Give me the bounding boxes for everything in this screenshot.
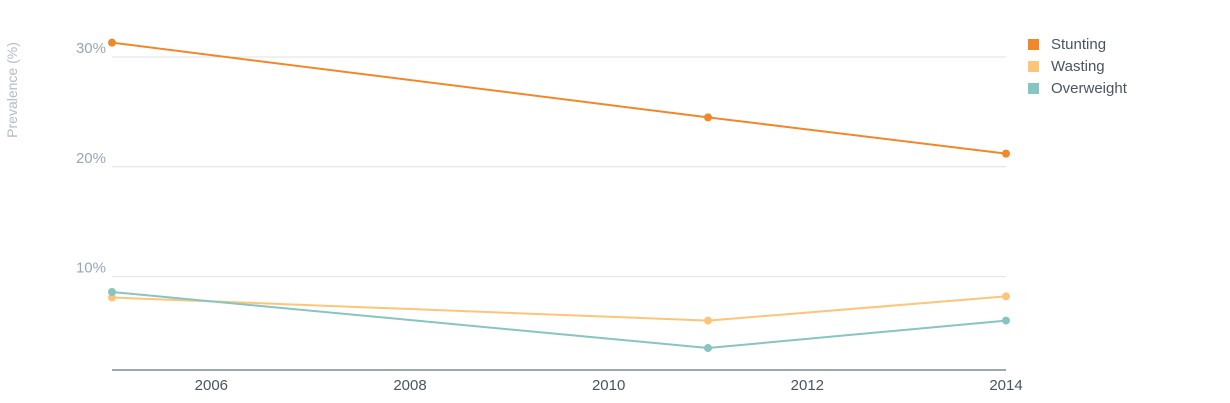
y-axis-ticks: 10% 20% 30% [76, 40, 106, 277]
legend-swatch-wasting [1028, 60, 1039, 72]
data-point-stunting [1002, 149, 1010, 158]
y-tick-label: 30% [76, 40, 106, 57]
legend-label-stunting: Stunting [1051, 35, 1107, 53]
legend-label-wasting: Wasting [1051, 57, 1105, 75]
x-tick-label: 2008 [393, 377, 426, 394]
series-lines [108, 38, 1010, 353]
data-point-overweight [704, 344, 712, 353]
legend-swatch-overweight [1028, 82, 1039, 94]
legend-item-overweight: Overweight [1028, 77, 1127, 99]
data-point-wasting [704, 316, 712, 325]
data-point-overweight [108, 288, 116, 297]
legend-item-stunting: Stunting [1028, 33, 1127, 55]
series-line-wasting [111, 295, 1007, 322]
legend-swatch-stunting [1028, 38, 1039, 50]
x-tick-label: 2012 [791, 377, 824, 394]
series-line-overweight [111, 291, 1007, 350]
data-point-wasting [108, 293, 116, 302]
data-point-stunting [704, 113, 712, 122]
x-tick-label: 2006 [195, 377, 228, 394]
x-tick-label: 2010 [592, 377, 625, 394]
x-axis-ticks: 2006 2008 2010 2012 2014 [195, 377, 1023, 394]
data-point-overweight [1002, 316, 1010, 325]
series-line-stunting [111, 41, 1007, 155]
legend-label-overweight: Overweight [1051, 79, 1127, 97]
y-tick-label: 20% [76, 150, 106, 167]
data-point-wasting [1002, 292, 1010, 301]
y-tick-label: 10% [76, 260, 106, 277]
y-axis-label: Prevalence (%) [4, 42, 20, 138]
legend-item-wasting: Wasting [1028, 55, 1127, 77]
gridlines [112, 56, 1006, 278]
x-tick-label: 2014 [989, 377, 1022, 394]
data-point-stunting [108, 38, 116, 47]
legend: Stunting Wasting Overweight [1028, 33, 1127, 99]
